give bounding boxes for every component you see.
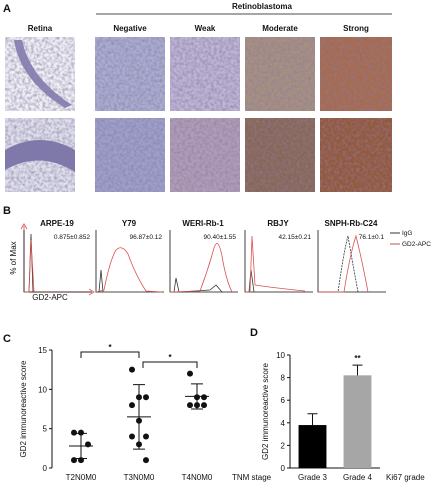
bar xyxy=(298,425,327,468)
column-label: Negative xyxy=(113,24,147,33)
curve-igg xyxy=(245,269,255,293)
dot xyxy=(201,402,207,409)
dot xyxy=(143,394,149,401)
panel-label: A xyxy=(3,3,11,15)
sd-bar xyxy=(133,384,145,450)
y-tick-label: 10 xyxy=(38,385,47,394)
significance-label: * xyxy=(168,353,172,362)
curve-gd2 xyxy=(169,243,233,293)
flow-panels: ARPE-19 0.875±0.852 Y79 96.87±0.12 WERI-Rb-1… xyxy=(23,219,386,293)
flow-panel: SNPH-Rb-C24 76.1±0.1 xyxy=(317,219,386,293)
flow-value: 96.87±0.12 xyxy=(130,234,163,241)
dot xyxy=(129,366,135,373)
panel-label: C xyxy=(3,333,11,345)
y-tick-label: 0 xyxy=(43,464,48,473)
flow-panel: RBJY 42.15±0.21 xyxy=(244,219,313,293)
error-bar xyxy=(307,413,318,426)
dot xyxy=(187,402,193,409)
charts: 0 5 10 15 GD2 immunoreactive score TNM stage T… xyxy=(19,343,425,482)
dot xyxy=(201,394,207,401)
x-axis-label: Ki67 grade xyxy=(386,473,425,482)
y-tick-label: 2 xyxy=(281,441,286,450)
dot xyxy=(129,433,135,440)
panel-label: B xyxy=(3,205,11,217)
curve-gd2 xyxy=(24,239,35,293)
y-tick-label: 15 xyxy=(38,346,47,355)
flow-title: ARPE-19 xyxy=(40,219,74,228)
dot xyxy=(187,370,193,377)
group-label: Retinoblastoma xyxy=(232,2,293,11)
y-tick-label: 10 xyxy=(276,351,285,360)
curve-gd2 xyxy=(95,247,163,293)
legend-label: GD2-APC xyxy=(402,241,431,248)
error-bar xyxy=(352,364,363,376)
sd-bar xyxy=(75,432,87,460)
column-label: Strong xyxy=(343,24,369,33)
x-axis-label: TNM stage xyxy=(232,473,272,482)
y-tick-label: 8 xyxy=(281,374,286,383)
y-axis-label: GD2 immunoreactive score xyxy=(261,362,270,459)
dot xyxy=(143,457,149,464)
flow-panel: ARPE-19 0.875±0.852 xyxy=(23,219,92,293)
y-tick-label: 5 xyxy=(43,425,48,434)
y-tick-label: 6 xyxy=(281,396,286,405)
x-tick-label: Grade 3 xyxy=(298,473,327,482)
panel-label: D xyxy=(250,327,258,339)
flow-title: SNPH-Rb-C24 xyxy=(325,219,378,228)
curve-igg xyxy=(170,277,223,293)
flow-panel: WERI-Rb-1 90.40±1.55 xyxy=(169,219,238,293)
y-tick-label: 4 xyxy=(281,419,286,428)
x-axis-label: GD2-APC xyxy=(32,293,68,302)
y-tick-label: 0 xyxy=(281,464,286,473)
x-tick-label: Grade 4 xyxy=(343,473,372,482)
significance-bracket xyxy=(142,361,198,368)
curve-igg xyxy=(96,269,104,293)
dot xyxy=(129,402,135,409)
significance-bracket xyxy=(80,351,140,358)
curve-igg xyxy=(24,233,34,293)
curve-igg xyxy=(318,235,359,293)
column-label: Moderate xyxy=(262,24,298,33)
y-axis-label: % of Max xyxy=(9,241,18,274)
dot xyxy=(85,441,91,448)
curve-gd2 xyxy=(318,234,369,293)
flow-title: WERI-Rb-1 xyxy=(182,219,224,228)
flow-value: 90.40±1.55 xyxy=(204,234,237,241)
curve-gd2 xyxy=(245,235,306,293)
flow-title: Y79 xyxy=(122,219,137,228)
y-axis-label: GD2 immunoreactive score xyxy=(19,360,28,457)
bar xyxy=(343,375,372,468)
gap xyxy=(5,111,392,118)
x-tick-label: T2N0M0 xyxy=(66,473,97,482)
flow-value: 0.875±0.852 xyxy=(54,234,90,241)
x-tick-label: T3N0M0 xyxy=(124,473,155,482)
flow-title: RBJY xyxy=(267,219,289,228)
flow-panel: Y79 96.87±0.12 xyxy=(95,219,164,293)
legend-label: IgG xyxy=(402,230,412,237)
dot xyxy=(71,457,77,464)
x-tick-label: T4N0M0 xyxy=(182,473,213,482)
dot xyxy=(71,429,77,436)
significance-label: ** xyxy=(354,354,361,363)
flow-value: 76.1±0.1 xyxy=(359,234,385,241)
sd-bar xyxy=(191,383,203,410)
flow-value: 42.15±0.21 xyxy=(279,234,312,241)
dot xyxy=(78,429,84,436)
significance-label: * xyxy=(108,343,112,352)
column-label: Weak xyxy=(195,24,216,33)
dot xyxy=(143,433,149,440)
micrographs xyxy=(5,37,392,192)
column-label: Retina xyxy=(28,24,53,33)
